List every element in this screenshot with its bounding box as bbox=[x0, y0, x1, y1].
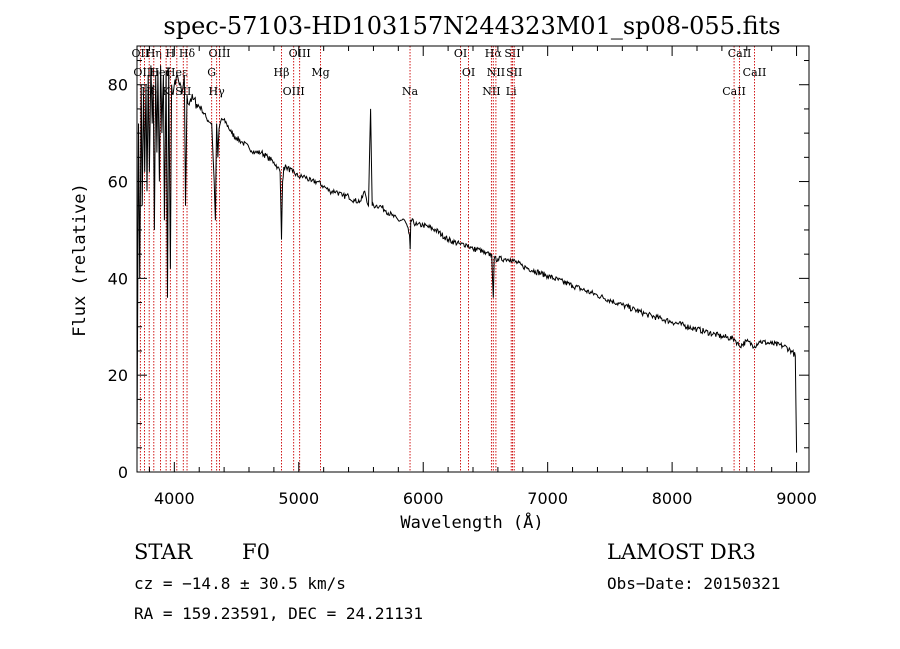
survey-name: LAMOST DR3 bbox=[607, 540, 756, 564]
axis-ticks: 4000 5000 6000 7000 8000 9000 0 20 40 60 80 bbox=[108, 46, 817, 508]
spectral-line-label: Hα bbox=[485, 47, 503, 60]
y-tick-label: 40 bbox=[108, 269, 128, 288]
plot-frame bbox=[136, 45, 810, 473]
spectral-line-label: NII bbox=[487, 66, 505, 79]
spectral-line-label: CaII bbox=[728, 47, 752, 60]
x-tick-label: 5000 bbox=[278, 489, 319, 508]
spectral-line-label: Hβ bbox=[274, 66, 290, 79]
spectral-line-label: SII bbox=[506, 66, 522, 79]
spectral-line-label: OIII bbox=[133, 66, 155, 79]
y-tick-label: 20 bbox=[108, 366, 128, 385]
spectral-line-label: NII bbox=[482, 85, 500, 98]
x-tick-label: 4000 bbox=[154, 489, 195, 508]
spectral-line-label: OIII bbox=[289, 47, 311, 60]
object-class: STAR bbox=[134, 540, 193, 564]
spectral-line-label: CaII bbox=[722, 85, 746, 98]
spectral-subclass: F0 bbox=[242, 540, 270, 564]
y-tick-label: 80 bbox=[108, 76, 128, 95]
spectral-line-label: Mg bbox=[311, 66, 329, 79]
spectral-line-label: OI bbox=[454, 47, 467, 60]
x-tick-label: 6000 bbox=[403, 489, 444, 508]
spectral-line-label: OI bbox=[462, 66, 475, 79]
spectral-line-label: Na bbox=[402, 85, 419, 98]
spectral-line-label: OIII bbox=[283, 85, 305, 98]
x-tick-label: 9000 bbox=[776, 489, 817, 508]
spectral-line-label: Hδ bbox=[179, 47, 196, 60]
spectral-line-label: Li bbox=[506, 85, 517, 98]
spectrum-series-line bbox=[136, 65, 798, 458]
spectral-line-label: OIII bbox=[208, 47, 230, 60]
x-axis-label: Wavelength (Å) bbox=[400, 511, 543, 533]
y-tick-label: 0 bbox=[118, 463, 128, 482]
x-tick-label: 8000 bbox=[652, 489, 693, 508]
spectral-line-label: Hη bbox=[146, 47, 162, 60]
spectral-line-markers: OIIOIIIHδHηHeζKHHeεSIIHδGHγOIIIHβOIIIOII… bbox=[132, 46, 767, 472]
spectral-line-label: Heε bbox=[166, 66, 188, 79]
redshift-cz: cz = −14.8 ± 30.5 km/s bbox=[134, 574, 346, 593]
y-tick-label: 60 bbox=[108, 173, 128, 192]
spectral-line-label: H bbox=[166, 47, 176, 60]
spectral-line-label: CaII bbox=[743, 66, 767, 79]
chart-title: spec-57103-HD103157N244323M01_sp08-055.f… bbox=[163, 12, 780, 40]
observation-date: Obs−Date: 20150321 bbox=[607, 574, 781, 593]
spectral-line-label: G bbox=[207, 66, 216, 79]
spectral-line-label: Hγ bbox=[209, 85, 226, 98]
spectral-line-label: SII bbox=[504, 47, 520, 60]
y-axis-label: Flux (relative) bbox=[70, 183, 90, 337]
x-tick-label: 7000 bbox=[527, 489, 568, 508]
coordinates: RA = 159.23591, DEC = 24.21131 bbox=[134, 604, 423, 623]
